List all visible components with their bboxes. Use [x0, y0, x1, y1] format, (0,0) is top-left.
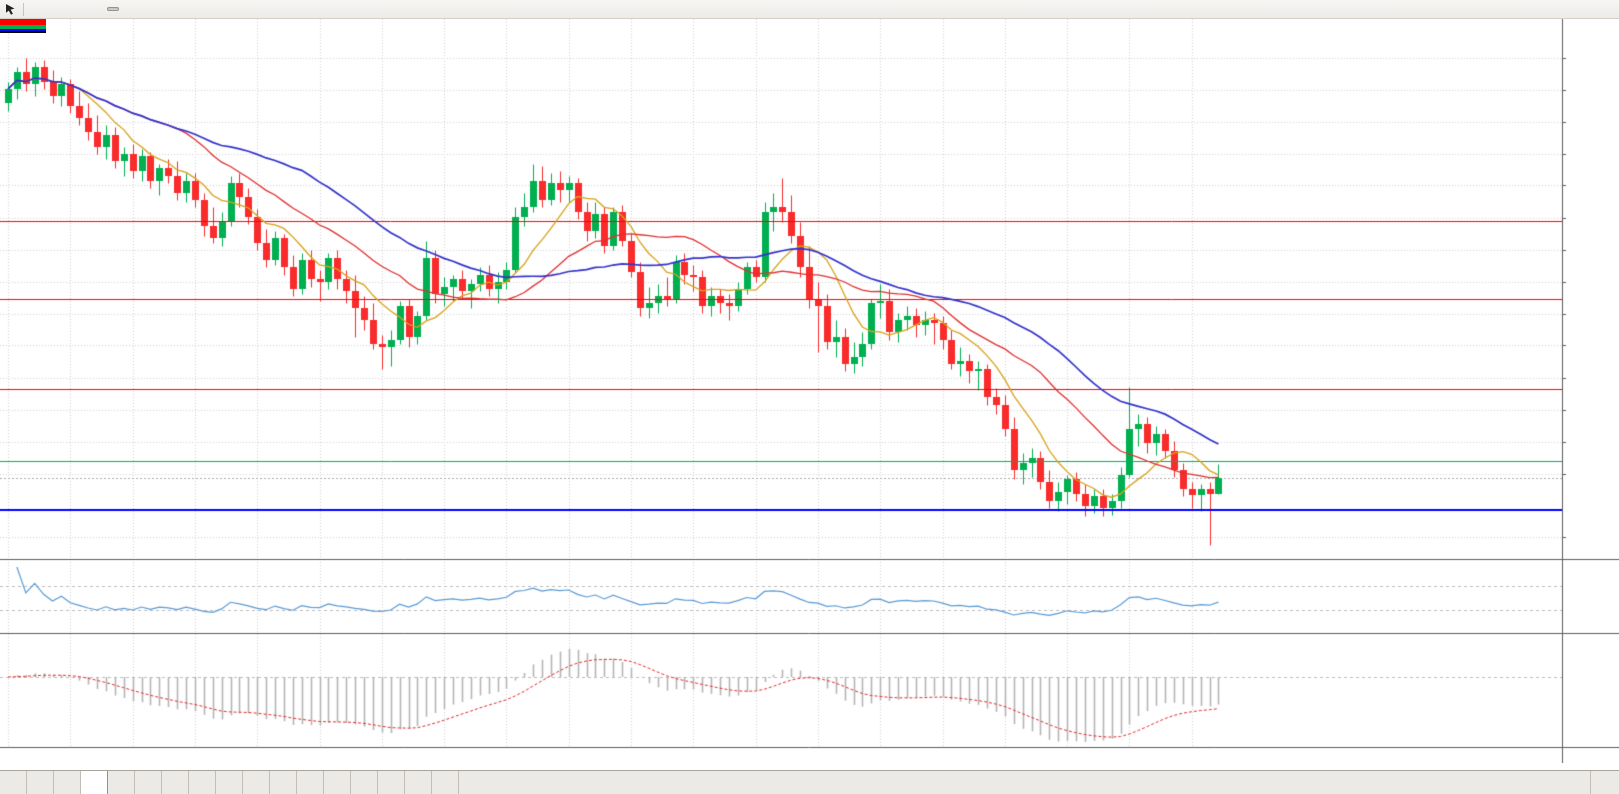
tab-xauusd-weekly[interactable]	[189, 771, 216, 794]
hline-price-tag	[0, 19, 46, 21]
tab-eurusd-daily[interactable]	[135, 771, 162, 794]
chart-tabs	[0, 771, 1590, 794]
tab-scroll-arrows	[1590, 771, 1619, 794]
tab-audusd-daily[interactable]	[54, 771, 81, 794]
tab-scroll-right-button[interactable]	[1605, 781, 1615, 785]
tab-usdchf-daily[interactable]	[27, 771, 54, 794]
timeframe-button-m30[interactable]	[68, 7, 80, 11]
current-price-tag	[0, 31, 46, 33]
timeframe-button-d1[interactable]	[107, 7, 119, 11]
hline-price-tag	[0, 25, 46, 27]
timeframe-button-h4[interactable]	[94, 7, 106, 11]
tab-uk100-h1[interactable]	[270, 771, 297, 794]
hline-left-tag	[0, 27, 46, 29]
price-axis[interactable]	[1563, 19, 1619, 747]
tab-bar	[0, 770, 1619, 794]
generated-labels	[0, 19, 46, 33]
hline-price-tag	[0, 29, 46, 31]
timeframe-button-mn[interactable]	[133, 7, 145, 11]
toolbar-separator	[23, 2, 24, 16]
timeframe-button-m1[interactable]	[29, 7, 41, 11]
tab-china300-h1[interactable]	[432, 771, 459, 794]
price-chart-canvas[interactable]	[0, 19, 1619, 763]
timeframe-button-h1[interactable]	[81, 7, 93, 11]
chart-region	[0, 19, 1619, 770]
tab-gbpusd-h4[interactable]	[162, 771, 189, 794]
tab-ger30-h1[interactable]	[297, 771, 324, 794]
tab-usdcad-daily[interactable]	[81, 771, 108, 794]
tab-fra40-h1[interactable]	[324, 771, 351, 794]
timeframe-buttons	[29, 7, 145, 11]
timeframe-button-m5[interactable]	[42, 7, 54, 11]
tab-uk100-h1[interactable]	[243, 771, 270, 794]
tab-hk50-h1[interactable]	[216, 771, 243, 794]
tab-eurusd-daily[interactable]	[0, 771, 27, 794]
tab-usdjpy-h1[interactable]	[378, 771, 405, 794]
date-axis[interactable]	[0, 748, 1562, 763]
toolbar	[0, 0, 1619, 19]
timeframe-button-m15[interactable]	[55, 7, 67, 11]
cursor-tool-icon[interactable]	[5, 3, 16, 16]
tab-scroll-left-button[interactable]	[1595, 781, 1605, 785]
chart-overlay	[0, 19, 1619, 770]
hline-price-tag	[0, 23, 46, 25]
hline-price-tag	[0, 21, 46, 23]
tab-usdcnh-daily[interactable]	[108, 771, 135, 794]
tab-dj30-daily[interactable]	[405, 771, 432, 794]
timeframe-button-w1[interactable]	[120, 7, 132, 11]
tab-usoil-daily[interactable]	[351, 771, 378, 794]
